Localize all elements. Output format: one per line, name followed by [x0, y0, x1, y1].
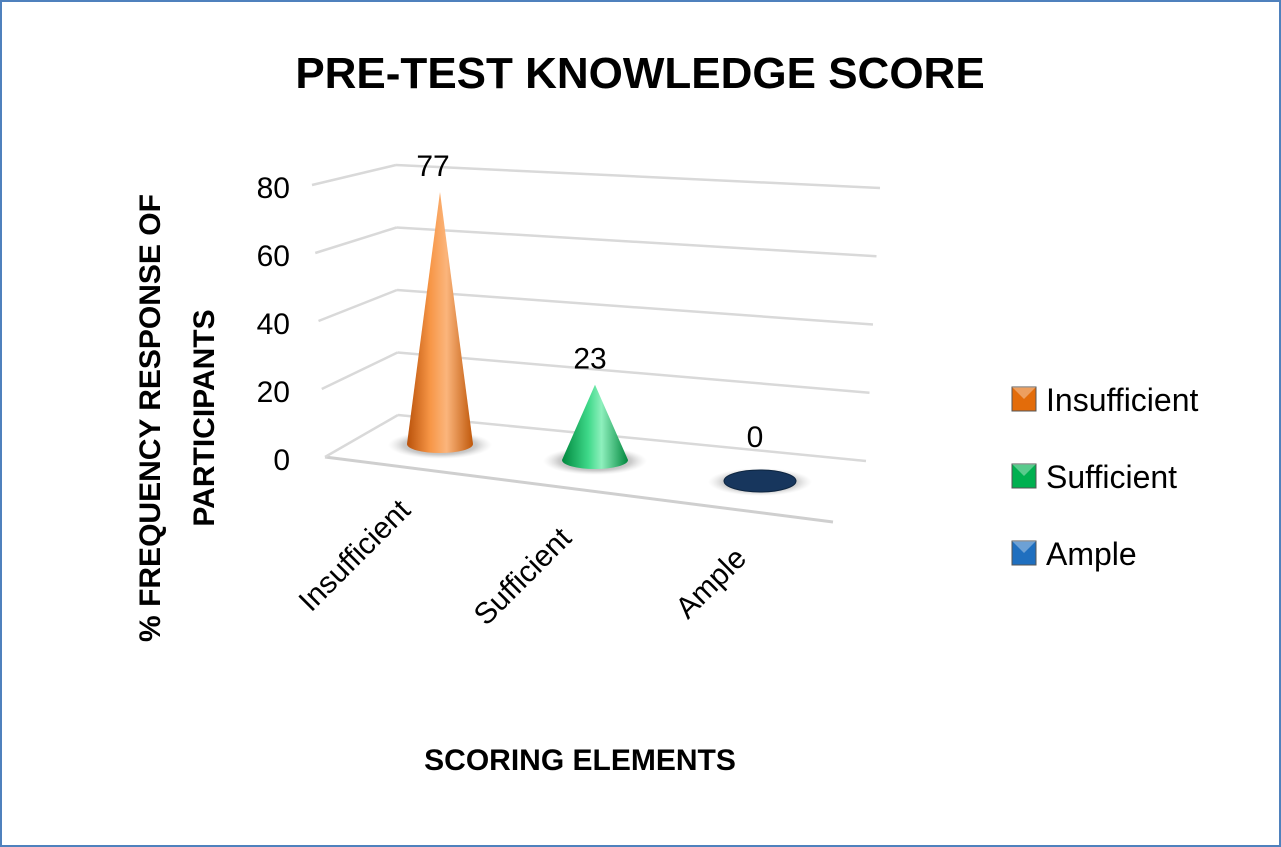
chart-title: PRE-TEST KNOWLEDGE SCORE [295, 49, 984, 98]
legend-item: Insufficient [1011, 382, 1199, 418]
y-axis-title-line-1: % FREQUENCY RESPONSE OF [134, 194, 167, 642]
y-tick-label: 20 [257, 376, 290, 409]
y-tick-label: 60 [257, 240, 290, 273]
gridline-side [318, 288, 398, 323]
y-tick-label: 0 [273, 444, 290, 477]
cone-insufficient: 77 [388, 150, 492, 459]
data-label: 0 [747, 421, 764, 454]
legend-label: Ample [1046, 536, 1137, 572]
gridline-side [314, 226, 397, 255]
legend-swatch [1011, 540, 1037, 566]
x-axis-title: SCORING ELEMENTS [424, 744, 736, 777]
cones: 77 23 0 [388, 150, 812, 496]
y-axis-title-line-2: PARTICIPANTS [188, 309, 221, 526]
data-label: 23 [573, 343, 606, 376]
gridline-side [324, 413, 399, 459]
category-label: Insufficient [293, 493, 418, 618]
legend-swatch-highlight [1012, 541, 1036, 553]
legend-swatch-highlight [1012, 464, 1036, 476]
category-labels: Insufficient Sufficient Ample [293, 493, 753, 632]
category-label: Sufficient [468, 521, 579, 632]
legend-label: Sufficient [1046, 459, 1177, 495]
legend-swatch [1011, 386, 1037, 412]
legend: Insufficient Sufficient Ample [1011, 382, 1199, 572]
legend-swatch-highlight [1012, 387, 1036, 399]
gridline-side [321, 351, 399, 391]
y-tick-labels: 0 20 40 60 80 [257, 172, 290, 477]
legend-label: Insufficient [1046, 382, 1199, 418]
cone-body [562, 384, 628, 469]
gridline [396, 226, 877, 258]
cone-ample: 0 [708, 421, 812, 496]
grid [311, 163, 881, 524]
legend-item: Ample [1011, 536, 1137, 572]
gridline [397, 351, 870, 394]
y-axis-title: % FREQUENCY RESPONSE OF PARTICIPANTS [134, 194, 221, 642]
gridline-side [311, 163, 397, 187]
legend-item: Sufficient [1011, 459, 1177, 495]
floor-front-edge [324, 455, 834, 524]
legend-swatch [1011, 463, 1037, 489]
data-label: 77 [416, 150, 449, 183]
category-label: Ample [669, 542, 752, 625]
gridline [396, 288, 874, 326]
gridline [395, 163, 881, 190]
cone-body [407, 192, 473, 453]
cone-sufficient: 23 [543, 343, 647, 475]
cone-base [723, 469, 797, 493]
y-tick-label: 40 [257, 308, 290, 341]
gridline [397, 413, 867, 463]
y-tick-label: 80 [257, 172, 290, 205]
